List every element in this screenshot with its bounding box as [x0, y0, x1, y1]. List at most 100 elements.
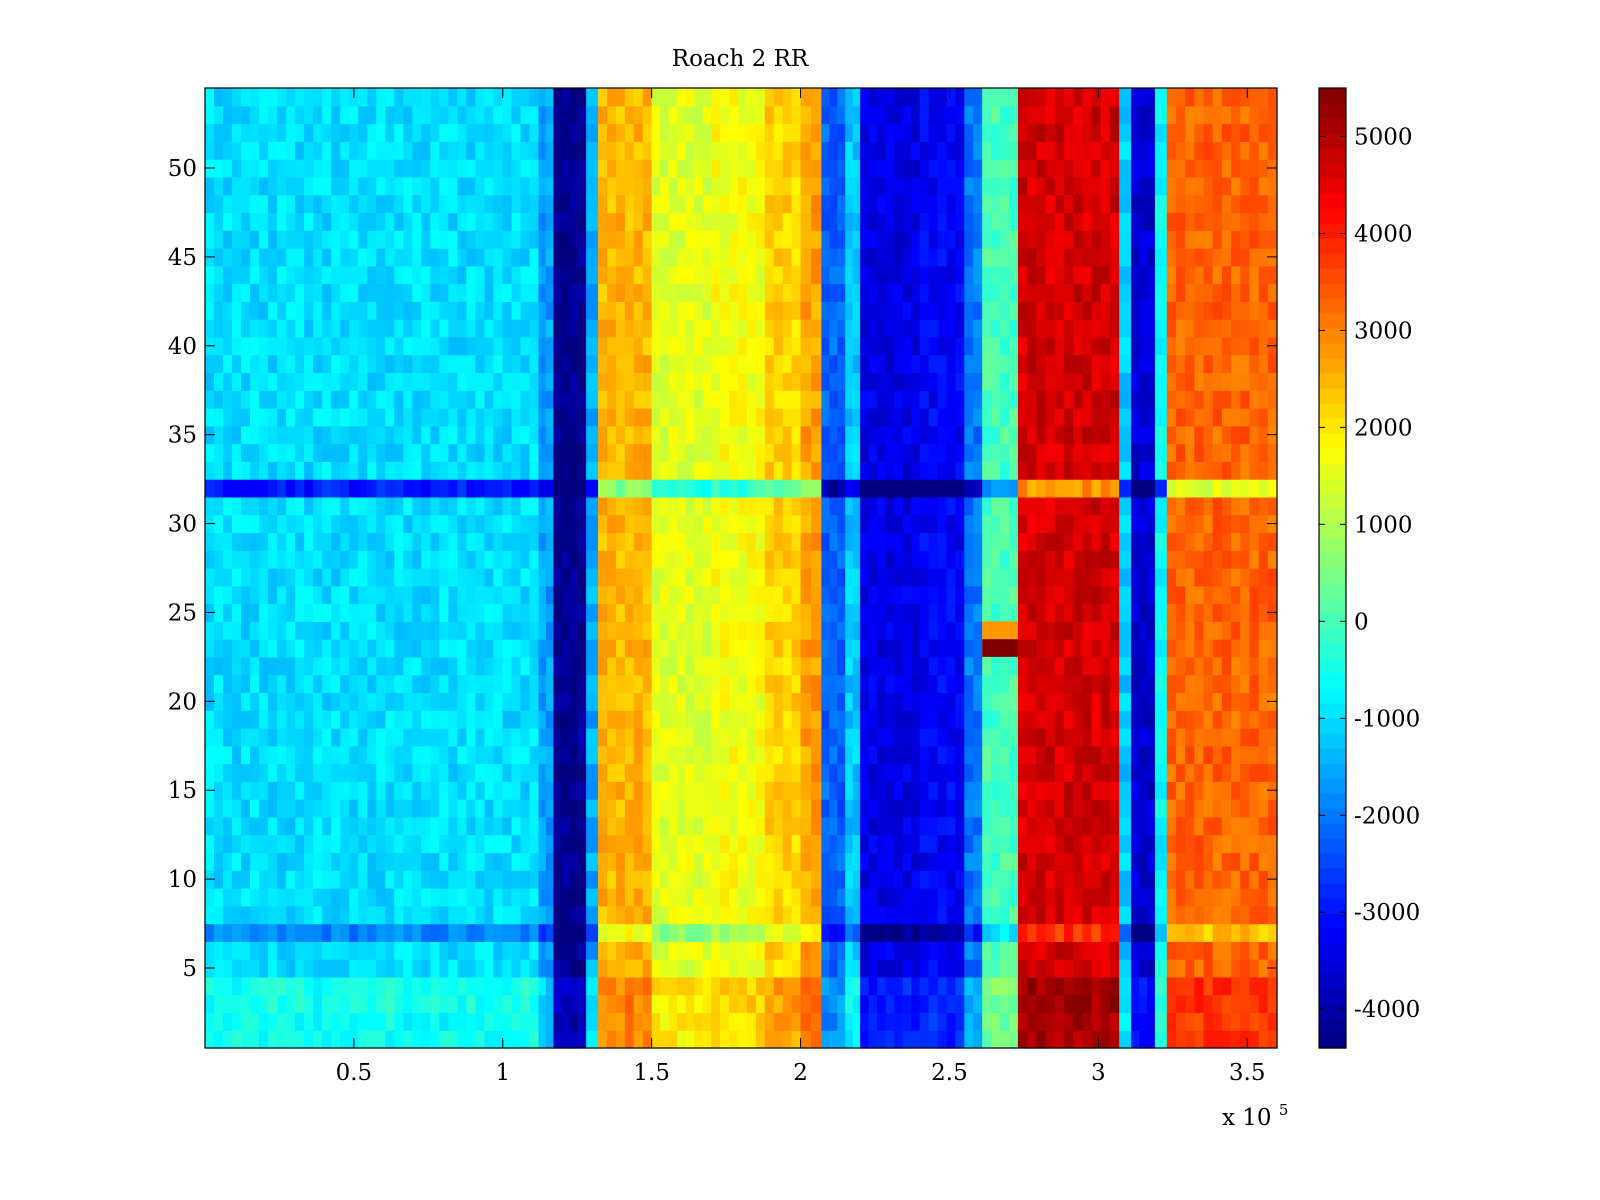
heatmap-cell: [385, 639, 395, 658]
heatmap-cell: [982, 301, 992, 320]
heatmap-cell: [755, 230, 766, 249]
heatmap-cell: [331, 319, 341, 338]
heatmap-cell: [800, 194, 812, 214]
heatmap-cell: [385, 621, 395, 640]
heatmap-cell: [711, 248, 721, 267]
heatmap-cell: [466, 816, 477, 836]
heatmap-cell: [295, 141, 305, 160]
heatmap-cell: [694, 816, 704, 836]
heatmap-cell: [607, 176, 617, 196]
heatmap-cell: [782, 905, 793, 925]
heatmap-cell: [642, 923, 653, 942]
heatmap-cell: [800, 532, 812, 551]
heatmap-cell: [232, 336, 242, 356]
heatmap-cell: [598, 425, 608, 445]
heatmap-cell: [569, 372, 579, 391]
heatmap-cell: [821, 568, 830, 587]
heatmap-cell: [259, 656, 269, 676]
heatmap-cell: [991, 603, 1001, 622]
heatmap-cell: [205, 745, 215, 765]
heatmap-cell: [868, 781, 878, 800]
heatmap-cell: [829, 514, 838, 534]
heatmap-cell: [720, 656, 730, 676]
heatmap-cell: [367, 621, 377, 640]
heatmap-cell: [738, 212, 748, 231]
heatmap-cell: [466, 710, 477, 729]
heatmap-cell: [367, 105, 377, 125]
heatmap-cell: [586, 1012, 599, 1031]
heatmap-cell: [569, 888, 579, 907]
heatmap-cell: [746, 248, 757, 267]
heatmap-cell: [223, 905, 233, 925]
heatmap-cell: [430, 1030, 440, 1049]
heatmap-cell: [466, 905, 477, 925]
heatmap-cell: [624, 212, 635, 231]
heatmap-cell: [685, 621, 695, 640]
heatmap-cell: [668, 265, 678, 285]
heatmap-cell: [223, 781, 233, 800]
heatmap-cell: [837, 976, 846, 996]
heatmap-cell: [277, 976, 287, 996]
heatmap-cell: [340, 283, 350, 302]
heatmap-cell: [553, 479, 563, 498]
heatmap-cell: [800, 230, 812, 249]
heatmap-cell: [511, 763, 522, 782]
heatmap-cell: [764, 176, 775, 196]
heatmap-cell: [232, 176, 242, 196]
heatmap-cell: [586, 656, 599, 676]
heatmap-cell: [358, 781, 368, 800]
heatmap-cell: [259, 816, 269, 836]
heatmap-cell: [991, 870, 1001, 889]
heatmap-cell: [349, 585, 359, 605]
heatmap-cell: [773, 105, 784, 125]
heatmap-cell: [349, 710, 359, 729]
heatmap-cell: [286, 834, 296, 854]
heatmap-cell: [358, 372, 368, 391]
heatmap-cell: [545, 212, 554, 231]
heatmap-cell: [421, 479, 431, 498]
heatmap-cell: [720, 105, 730, 125]
heatmap-cell: [322, 88, 332, 107]
heatmap-cell: [553, 656, 563, 676]
heatmap-cell: [545, 1030, 554, 1049]
heatmap-cell: [561, 301, 571, 320]
heatmap-cell: [529, 283, 540, 302]
chart-title: Roach 2 RR: [672, 46, 809, 72]
heatmap-cell: [702, 799, 712, 818]
heatmap-cell: [928, 621, 939, 640]
heatmap-cell: [852, 159, 861, 178]
heatmap-cell: [403, 905, 413, 925]
heatmap-cell: [493, 461, 504, 480]
heatmap-cell: [755, 745, 766, 765]
heatmap-cell: [502, 710, 513, 729]
heatmap-cell: [755, 105, 766, 125]
heatmap-cell: [223, 425, 233, 445]
heatmap-cell: [868, 905, 878, 925]
heatmap-cell: [894, 621, 904, 640]
heatmap-cell: [919, 603, 930, 622]
heatmap-cell: [919, 230, 930, 249]
heatmap-cell: [358, 550, 368, 569]
heatmap-cell: [553, 176, 563, 196]
heatmap-cell: [720, 514, 730, 534]
heatmap-cell: [241, 568, 251, 587]
heatmap-cell: [520, 568, 531, 587]
heatmap-cell: [553, 408, 563, 427]
heatmap-cell: [928, 194, 939, 214]
heatmap-cell: [232, 479, 242, 498]
heatmap-cell: [1000, 194, 1010, 214]
heatmap-cell: [615, 1012, 626, 1031]
heatmap-cell: [577, 496, 587, 516]
heatmap-cell: [607, 194, 617, 214]
heatmap-cell: [677, 568, 687, 587]
heatmap-cell: [720, 621, 730, 640]
heatmap-cell: [553, 870, 563, 889]
heatmap-cell: [624, 141, 635, 160]
heatmap-cell: [746, 692, 757, 711]
heatmap-cell: [694, 532, 704, 551]
heatmap-cell: [349, 959, 359, 978]
heatmap-cell: [651, 585, 661, 605]
heatmap-cell: [668, 230, 678, 249]
heatmap-cell: [358, 479, 368, 498]
heatmap-cell: [493, 639, 504, 658]
